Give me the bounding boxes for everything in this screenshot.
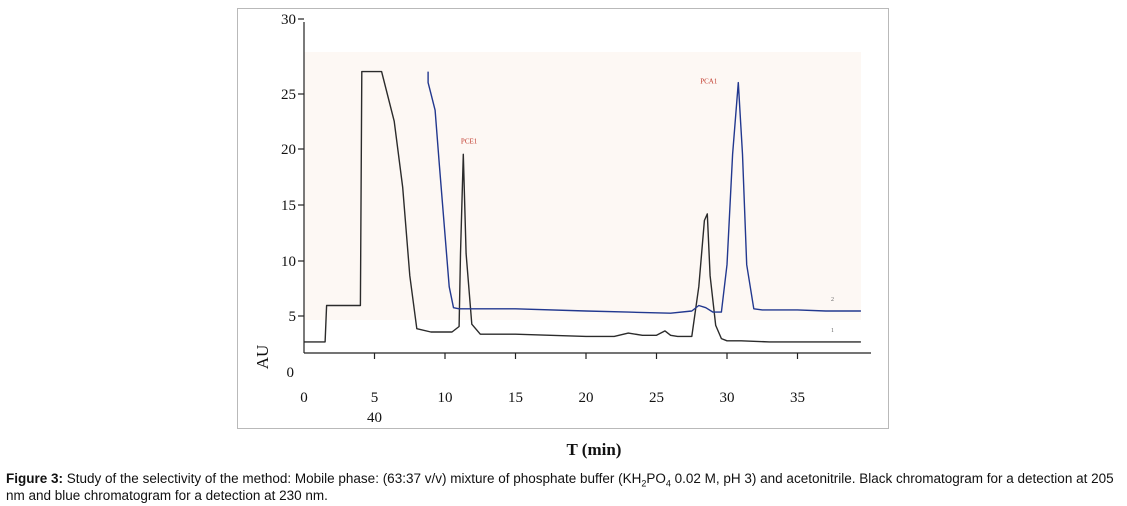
plot-background: [304, 52, 861, 320]
caption-subscript-2: 4: [665, 478, 671, 489]
x-tick-label: 20: [579, 390, 594, 406]
x-tick-label: 5: [371, 390, 379, 406]
y-tick-label: 15: [281, 198, 296, 214]
series-layer: 12: [304, 70, 861, 343]
x-tick-label: 35: [790, 390, 805, 406]
y-tick-label: 0: [287, 365, 295, 381]
caption-figure-label: Figure 3:: [6, 471, 64, 486]
series-line-1: [304, 70, 861, 343]
x-axis-title: T (min): [567, 440, 622, 459]
x-tick-label-extra: 40: [367, 410, 382, 426]
x-ticks: 0 5 10 15 20 25 30 35 40: [300, 353, 805, 426]
caption-subscript-1: 2: [641, 478, 647, 489]
x-tick-label: 25: [649, 390, 664, 406]
y-tick-label: 25: [281, 87, 296, 103]
y-tick-label: 5: [289, 309, 297, 325]
y-tick-label: 10: [281, 254, 296, 270]
caption-text-1: Study of the selectivity of the method: …: [63, 471, 642, 486]
series-line-2: [427, 71, 861, 314]
peak-label: PCE1: [461, 137, 478, 145]
series-label-2: 2: [831, 297, 834, 303]
x-tick-label: 30: [720, 390, 735, 406]
peak-label: PCA1: [700, 78, 718, 86]
caption-text-3: 0.02 M, pH 3) and acetonitrile. Black ch…: [6, 471, 1114, 503]
series-label-1: 1: [831, 328, 834, 334]
y-axis-title: AU: [253, 345, 272, 370]
x-tick-label: 10: [438, 390, 453, 406]
annotations: PCE1 PCA1: [461, 78, 718, 146]
y-tick-label: 30: [281, 12, 296, 28]
figure-caption: Figure 3: Study of the selectivity of th…: [6, 470, 1124, 504]
x-tick-label: 15: [508, 390, 523, 406]
y-ticks: 0 5 10 15 20 25 30: [281, 12, 304, 381]
caption-text-2: PO: [646, 471, 666, 486]
y-tick-label: 20: [281, 142, 296, 158]
x-tick-label: 0: [300, 390, 308, 406]
